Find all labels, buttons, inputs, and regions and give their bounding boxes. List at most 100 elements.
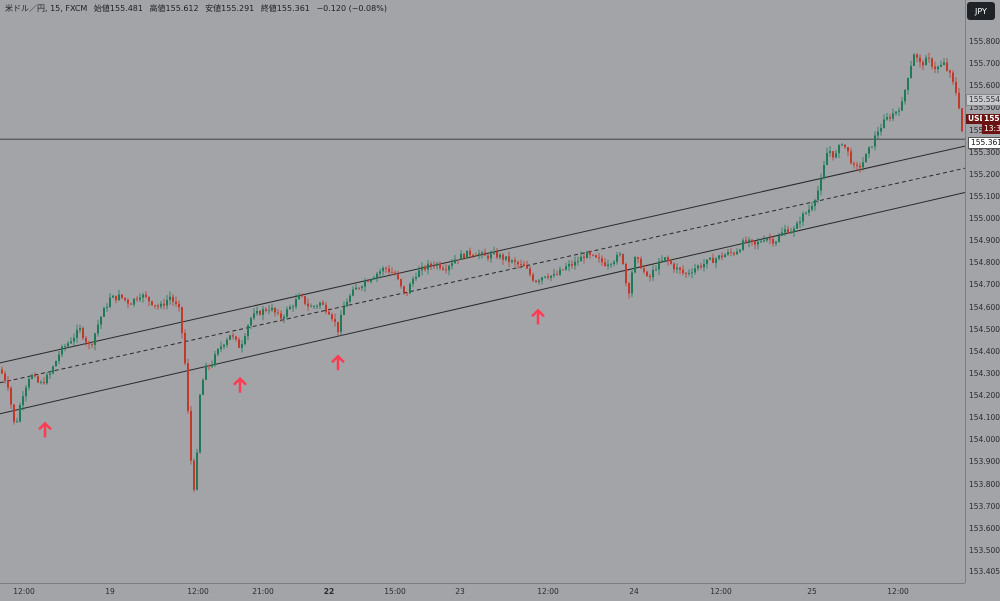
time-tick-label: 21:00 — [252, 587, 274, 596]
candle-body — [505, 256, 507, 260]
up-arrow-icon — [38, 421, 52, 438]
candle-body — [268, 310, 270, 312]
candle-body — [661, 260, 663, 262]
candle-body — [670, 261, 672, 264]
candle-body — [799, 221, 801, 224]
candle-body — [310, 306, 312, 308]
candle-body — [946, 62, 948, 71]
countdown-label: 13:38 — [982, 124, 1000, 134]
price-chart[interactable] — [0, 0, 966, 583]
candle-body — [130, 303, 132, 305]
candle-body — [127, 299, 129, 304]
candle-body — [346, 301, 348, 307]
candle-body — [190, 410, 192, 461]
candle-body — [151, 301, 153, 306]
candle-body — [955, 81, 957, 93]
channel-lower-line — [0, 192, 966, 415]
candle-body — [136, 298, 138, 300]
price-axis[interactable]: 155.800155.700155.600155.500155.400155.3… — [965, 0, 1000, 583]
candle-body — [634, 257, 636, 273]
candle-body — [28, 378, 30, 388]
candle-body — [328, 311, 330, 315]
candle-body — [193, 460, 195, 490]
candle-body — [439, 263, 441, 269]
candle-body — [796, 223, 798, 229]
candle-body — [847, 147, 849, 152]
candle-body — [235, 336, 237, 340]
candle-body — [400, 279, 402, 287]
candle-body — [106, 306, 108, 309]
candle-body — [139, 297, 141, 300]
candle-body — [175, 301, 177, 304]
candle-body — [148, 296, 150, 302]
up-arrow-icon — [233, 376, 247, 393]
candle-body — [766, 238, 768, 241]
candle-body — [793, 228, 795, 232]
candle-body — [652, 269, 654, 278]
candle-body — [397, 274, 399, 280]
candle-body — [571, 264, 573, 266]
candle-body — [817, 190, 819, 201]
candle-body — [589, 252, 591, 255]
candle-body — [538, 280, 540, 283]
candle-body — [775, 241, 777, 244]
price-tick-label: 153.405 — [969, 566, 1000, 576]
candle-body — [733, 252, 735, 255]
candle-body — [304, 296, 306, 304]
candle-body — [25, 387, 27, 397]
candle-body — [265, 309, 267, 311]
candle-body — [307, 303, 309, 307]
price-tick-label: 154.500 — [969, 324, 1000, 334]
candle-body — [463, 253, 465, 259]
candle-body — [784, 229, 786, 233]
candle-body — [949, 70, 951, 73]
candle-body — [49, 373, 51, 375]
candle-body — [67, 343, 69, 347]
candle-body — [238, 339, 240, 348]
candle-body — [475, 255, 477, 257]
candle-body — [448, 265, 450, 271]
candle-body — [778, 235, 780, 242]
candle-body — [697, 265, 699, 269]
chart-area[interactable] — [0, 0, 966, 583]
candle-body — [4, 373, 6, 381]
candle-body — [316, 305, 318, 307]
candle-body — [349, 295, 351, 302]
candle-body — [319, 302, 321, 306]
candle-body — [622, 253, 624, 264]
candle-body — [640, 258, 642, 269]
open-value: 始値155.481 — [93, 4, 143, 13]
candle-body — [115, 295, 117, 301]
candle-body — [520, 264, 522, 266]
candle-body — [58, 354, 60, 361]
candle-body — [55, 360, 57, 367]
price-tick-label: 155.200 — [969, 169, 1000, 179]
candle-body — [499, 254, 501, 258]
candle-body — [1, 369, 3, 374]
price-tick-label: 154.000 — [969, 435, 1000, 445]
candle-body — [868, 147, 870, 154]
candle-body — [625, 263, 627, 284]
candle-body — [166, 299, 168, 306]
candle-body — [658, 261, 660, 270]
candle-body — [493, 251, 495, 254]
candle-body — [682, 269, 684, 274]
price-tick-label: 153.800 — [969, 479, 1000, 489]
candle-body — [547, 276, 549, 278]
candle-body — [790, 231, 792, 234]
candle-body — [100, 316, 102, 325]
candle-body — [691, 272, 693, 274]
candle-body — [835, 153, 837, 158]
candle-body — [298, 295, 300, 300]
candle-body — [712, 257, 714, 263]
candle-body — [694, 268, 696, 273]
candle-body — [742, 240, 744, 250]
candle-body — [97, 324, 99, 334]
time-axis[interactable]: 12:00 19 12:00 21:00 22 15:00 23 12:00 24 12:00 25… — [0, 583, 965, 601]
candle-body — [613, 261, 615, 264]
price-tick-label: 155.000 — [969, 214, 1000, 224]
candle-body — [814, 200, 816, 206]
candle-body — [274, 307, 276, 313]
candle-body — [916, 54, 918, 58]
currency-button[interactable]: JPY — [967, 2, 995, 20]
